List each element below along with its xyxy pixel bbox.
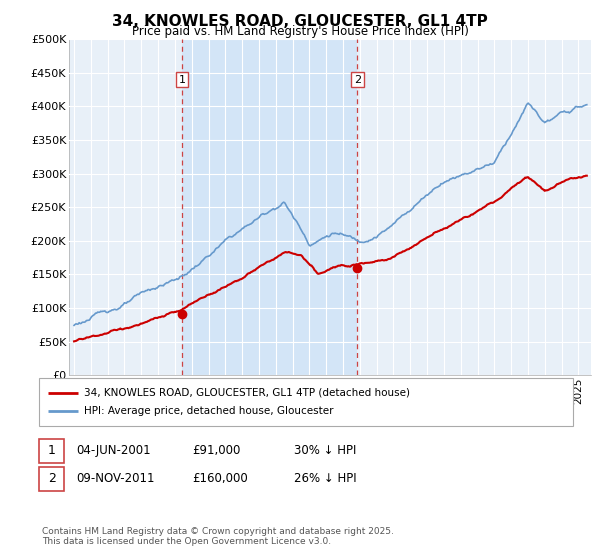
- Text: 09-NOV-2011: 09-NOV-2011: [76, 472, 155, 486]
- Text: Price paid vs. HM Land Registry's House Price Index (HPI): Price paid vs. HM Land Registry's House …: [131, 25, 469, 38]
- Text: 34, KNOWLES ROAD, GLOUCESTER, GL1 4TP: 34, KNOWLES ROAD, GLOUCESTER, GL1 4TP: [112, 14, 488, 29]
- Bar: [182, 39, 358, 375]
- Text: 2: 2: [354, 74, 361, 85]
- Text: 04-JUN-2001: 04-JUN-2001: [76, 444, 151, 458]
- Text: 34, KNOWLES ROAD, GLOUCESTER, GL1 4TP (detached house): 34, KNOWLES ROAD, GLOUCESTER, GL1 4TP (d…: [84, 388, 410, 398]
- Text: 1: 1: [47, 444, 56, 458]
- Text: 26% ↓ HPI: 26% ↓ HPI: [294, 472, 356, 486]
- Text: 2: 2: [47, 472, 56, 486]
- Text: 30% ↓ HPI: 30% ↓ HPI: [294, 444, 356, 458]
- Text: £91,000: £91,000: [192, 444, 241, 458]
- Text: 1: 1: [178, 74, 185, 85]
- Text: £160,000: £160,000: [192, 472, 248, 486]
- Text: Contains HM Land Registry data © Crown copyright and database right 2025.
This d: Contains HM Land Registry data © Crown c…: [42, 526, 394, 546]
- Text: HPI: Average price, detached house, Gloucester: HPI: Average price, detached house, Glou…: [84, 406, 334, 416]
